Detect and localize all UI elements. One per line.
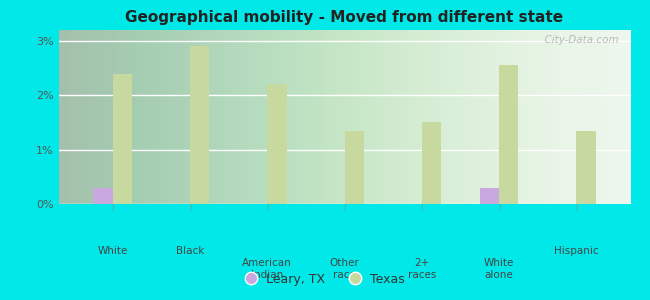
Bar [422, 122, 441, 204]
Bar [480, 188, 499, 204]
Text: American
Indian: American Indian [242, 258, 292, 280]
Text: |: | [343, 204, 346, 211]
Bar [94, 188, 112, 204]
Text: 2+
races: 2+ races [408, 258, 436, 280]
Text: Other
race: Other race [330, 258, 359, 280]
Text: |: | [266, 204, 268, 211]
Bar [499, 65, 519, 204]
Text: Black: Black [176, 246, 204, 256]
Text: |: | [498, 204, 501, 211]
Text: |: | [575, 204, 578, 211]
Bar [190, 46, 209, 204]
Text: |: | [421, 204, 423, 211]
Bar [267, 84, 287, 204]
Text: |: | [111, 204, 114, 211]
Bar [577, 130, 595, 204]
Legend: Leary, TX, Texas: Leary, TX, Texas [240, 268, 410, 291]
Text: |: | [188, 204, 191, 211]
Text: White
alone: White alone [484, 258, 514, 280]
Bar [344, 130, 364, 204]
Text: Hispanic: Hispanic [554, 246, 599, 256]
Text: City-Data.com: City-Data.com [538, 35, 619, 45]
Bar [112, 74, 132, 204]
Text: White: White [98, 246, 128, 256]
Title: Geographical mobility - Moved from different state: Geographical mobility - Moved from diffe… [125, 10, 564, 25]
